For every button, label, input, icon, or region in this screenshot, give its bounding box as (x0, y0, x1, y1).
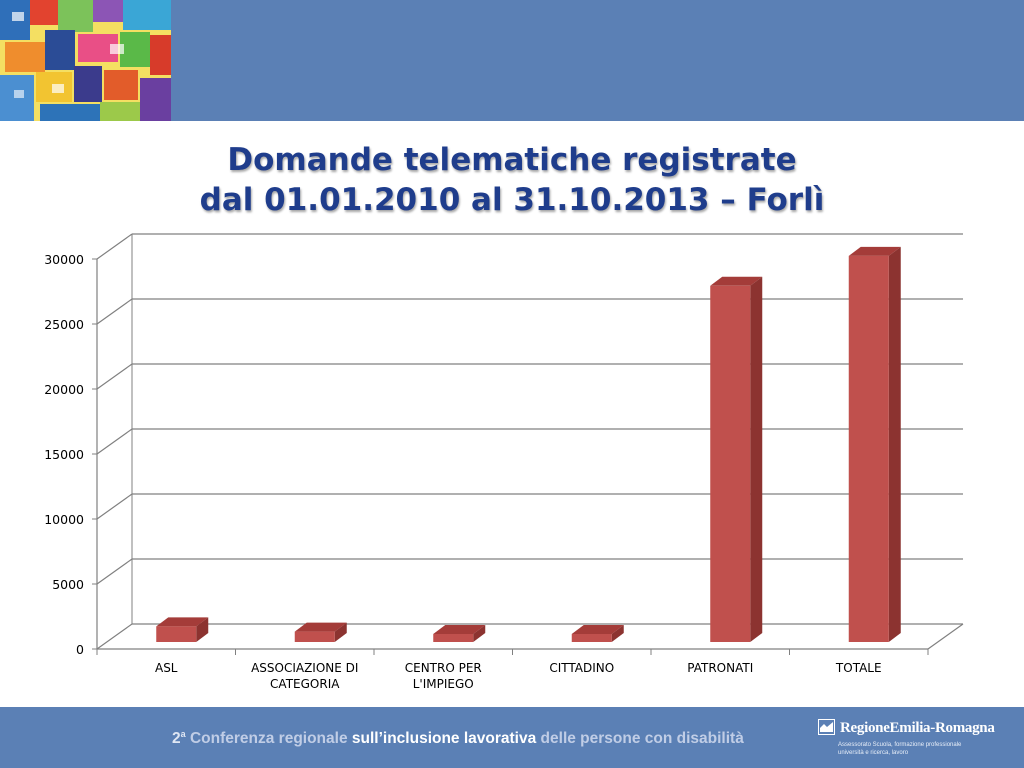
x-tick-label: ASL (155, 661, 178, 675)
slide-title-line2: dal 01.01.2010 al 31.10.2013 – Forlì (199, 182, 825, 218)
bar-front-face (294, 631, 335, 642)
bar-chart-svg: 0 5000 10000 15000 20000 25000 30000 ASL ASSOCI… (44, 233, 964, 691)
slide-title: Domande telematiche registrate dal 01.01… (0, 140, 1024, 220)
gridline-diagonal (96, 363, 133, 390)
x-tick-label: CENTRO PER (405, 661, 482, 675)
bar-patronati (710, 276, 763, 642)
gridline-diagonal (96, 493, 133, 520)
footer-conference-title: 2a Conferenza regionale sull’inclusione … (172, 729, 744, 748)
bar-top-face (710, 276, 763, 286)
footer-band: 2a Conferenza regionale sull’inclusione … (0, 707, 1024, 768)
x-tick-label: TOTALE (835, 661, 882, 675)
bar-side-face (334, 622, 347, 642)
x-tick-label: CITTADINO (549, 661, 614, 675)
x-tick-label: CATEGORIA (270, 677, 340, 691)
footer-text-part3: delle persone con disabilità (540, 730, 744, 748)
header-band (0, 0, 1024, 121)
bar-side-face (196, 617, 209, 642)
floor-right-edge (927, 623, 964, 650)
region-logo: RegioneEmilia-Romagna Assessorato Scuola… (818, 717, 1018, 762)
region-logo-subtitle-line2: università e ricerca, lavoro (838, 749, 909, 756)
bar-side-face (473, 625, 486, 642)
y-tick-label: 25000 (44, 317, 84, 332)
bar-front-face (156, 626, 197, 642)
bar-cittadino (571, 625, 624, 642)
gridline-diagonal (96, 233, 133, 260)
y-tick-label: 30000 (44, 252, 84, 267)
slide-title-line1: Domande telematiche registrate (227, 142, 797, 178)
y-tick-label: 0 (76, 642, 84, 657)
footer-ordinal-sup: a (180, 729, 186, 739)
bar-asl (156, 617, 209, 642)
header-collage-image (0, 0, 171, 121)
bar-top-face (571, 625, 624, 634)
y-tick-label: 10000 (44, 512, 84, 527)
x-tick-label: PATRONATI (687, 661, 753, 675)
gridline-diagonal (96, 623, 133, 650)
gridline-diagonal (96, 558, 133, 585)
bar-side-face (750, 276, 763, 642)
region-logo-icon (818, 719, 835, 735)
bar-side-face (888, 246, 901, 642)
footer-text-part2: sull’inclusione lavorativa (351, 730, 537, 748)
bar-front-face (848, 255, 889, 642)
bar-front-face (571, 634, 612, 642)
x-tick-label: L'IMPIEGO (413, 677, 474, 691)
bar-top-face (848, 246, 901, 256)
bar-associazione-di-categoria (294, 622, 347, 642)
footer-ordinal: 2 (172, 730, 181, 748)
bar-top-face (433, 625, 486, 634)
bar-top-face (156, 617, 209, 627)
x-tick-label: ASSOCIAZIONE DI (251, 661, 358, 675)
y-tick-label: 15000 (44, 447, 84, 462)
region-logo-name: RegioneEmilia-Romagna (840, 720, 995, 736)
bar-totale (848, 246, 901, 642)
bar-front-face (433, 634, 474, 642)
y-tick-label: 20000 (44, 382, 84, 397)
bar-centro-per-l-impiego (433, 625, 486, 642)
gridline-diagonal (96, 428, 133, 455)
region-logo-subtitle-line1: Assessorato Scuola, formazione professio… (838, 742, 962, 748)
bar-front-face (710, 285, 751, 642)
chart: 0 5000 10000 15000 20000 25000 30000 ASL ASSOCI… (0, 225, 1024, 705)
gridline-diagonal (96, 298, 133, 325)
y-tick-label: 5000 (52, 577, 84, 592)
footer-text-part1: Conferenza regionale (189, 730, 348, 748)
bar-side-face (611, 625, 624, 642)
bar-top-face (294, 622, 347, 632)
region-logo-subtitle: Assessorato Scuola, formazione professio… (838, 742, 961, 757)
